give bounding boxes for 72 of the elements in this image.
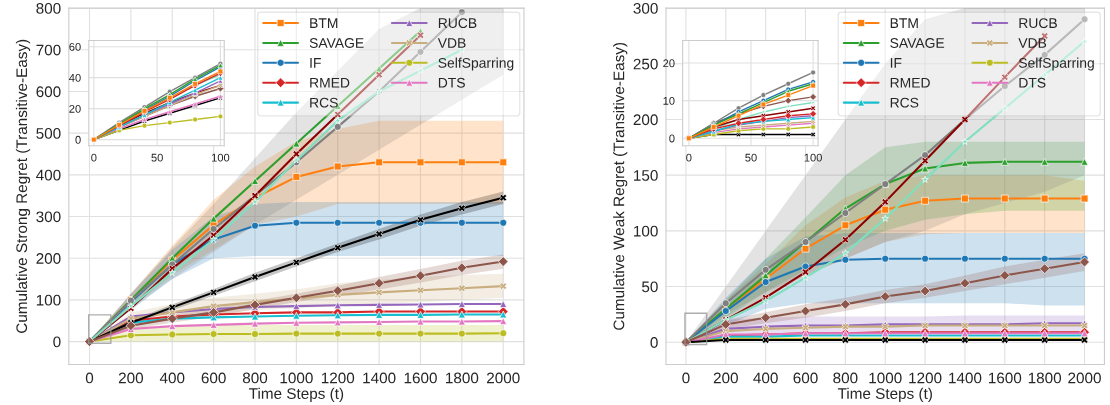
x-tick-label: 400 bbox=[753, 372, 778, 384]
y-tick-label: 250 bbox=[633, 58, 658, 70]
legend-label: VDB bbox=[437, 38, 466, 48]
y-tick-label: 200 bbox=[633, 114, 658, 126]
y-tick-label: 300 bbox=[36, 211, 61, 223]
y-tick-label: 300 bbox=[633, 2, 658, 14]
y-tick-label: 60 bbox=[69, 42, 81, 51]
y-tick-label: 0 bbox=[650, 337, 658, 348]
x-tick-label: 0 bbox=[91, 153, 97, 162]
y-tick-label: 500 bbox=[36, 128, 61, 139]
x-tick-label: 200 bbox=[713, 372, 738, 384]
x-tick-label: 100 bbox=[212, 153, 230, 162]
x-tick-label: 0 bbox=[682, 372, 690, 384]
y-tick-label: 50 bbox=[641, 281, 658, 293]
y-tick-label: 100 bbox=[634, 225, 658, 237]
y-tick-label: 0 bbox=[669, 134, 675, 143]
legend-label: SelfSparring bbox=[438, 57, 514, 71]
x-tick-label: 600 bbox=[201, 372, 226, 384]
y-tick-label: 0 bbox=[75, 135, 81, 144]
x-tick-label: 2000 bbox=[1068, 372, 1101, 384]
x-tick-label: 1400 bbox=[949, 372, 982, 384]
legend-label: RCS bbox=[890, 97, 919, 108]
x-tick-label: 1600 bbox=[988, 372, 1022, 384]
y-tick-label: 20 bbox=[69, 104, 81, 113]
y-tick-label: 200 bbox=[36, 253, 61, 264]
legend-label: RMED bbox=[310, 78, 350, 88]
x-tick-label: 1000 bbox=[869, 372, 902, 384]
x-tick-label: 2000 bbox=[487, 372, 520, 384]
legend-label: RCS bbox=[310, 97, 338, 108]
legend-label: RUCB bbox=[1019, 18, 1057, 29]
y-axis-title: Cumulative Strong Regret (Transitive-Easy) bbox=[15, 39, 31, 333]
legend-label: BTM bbox=[890, 18, 918, 28]
y-axis-title: Cumulative Weak Regret (Transitive-Easy) bbox=[613, 42, 628, 330]
y-tick-label: 600 bbox=[36, 86, 61, 98]
x-tick-label: 1600 bbox=[404, 372, 437, 384]
y-tick-label: 800 bbox=[36, 2, 61, 14]
x-tick-label: 1200 bbox=[909, 372, 942, 384]
x-tick-label: 1800 bbox=[446, 372, 479, 384]
legend-label: SelfSparring bbox=[1018, 57, 1094, 71]
x-tick-label: 50 bbox=[151, 153, 163, 162]
legend-label: SAVAGE bbox=[309, 38, 364, 48]
x-tick-label: 600 bbox=[793, 372, 818, 384]
y-tick-label: 40 bbox=[69, 73, 81, 82]
legend-label: BTM bbox=[310, 18, 338, 28]
y-tick-label: 400 bbox=[36, 169, 61, 181]
y-tick-label: 700 bbox=[36, 44, 61, 56]
x-tick-label: 1200 bbox=[321, 372, 355, 384]
legend-label: IF bbox=[890, 58, 902, 68]
x-tick-label: 100 bbox=[804, 153, 822, 162]
legend-label: DTS bbox=[438, 77, 465, 88]
x-axis-title: Time Steps (t) bbox=[249, 387, 344, 403]
x-tick-label: 0 bbox=[686, 153, 692, 162]
y-tick-label: 10 bbox=[663, 96, 675, 105]
y-tick-label: 100 bbox=[36, 294, 61, 306]
legend-label: RMED bbox=[890, 78, 930, 88]
x-tick-label: 1400 bbox=[363, 372, 396, 384]
y-tick-label: 150 bbox=[634, 170, 658, 181]
x-tick-label: 200 bbox=[118, 372, 144, 384]
x-tick-label: 1800 bbox=[1028, 372, 1062, 384]
x-tick-label: 800 bbox=[833, 372, 858, 384]
x-tick-label: 50 bbox=[745, 153, 757, 162]
x-tick-label: 800 bbox=[242, 372, 268, 384]
legend-label: SAVAGE bbox=[890, 38, 945, 48]
x-tick-label: 1000 bbox=[280, 372, 313, 384]
legend-label: IF bbox=[310, 58, 321, 68]
y-tick-label: 0 bbox=[53, 336, 61, 348]
y-tick-label: 20 bbox=[663, 59, 675, 68]
x-axis-title: Time Steps (t) bbox=[837, 387, 932, 403]
legend-label: DTS bbox=[1019, 77, 1046, 88]
x-tick-label: 0 bbox=[85, 372, 94, 384]
x-tick-label: 400 bbox=[159, 372, 185, 384]
legend-label: RUCB bbox=[438, 18, 477, 29]
